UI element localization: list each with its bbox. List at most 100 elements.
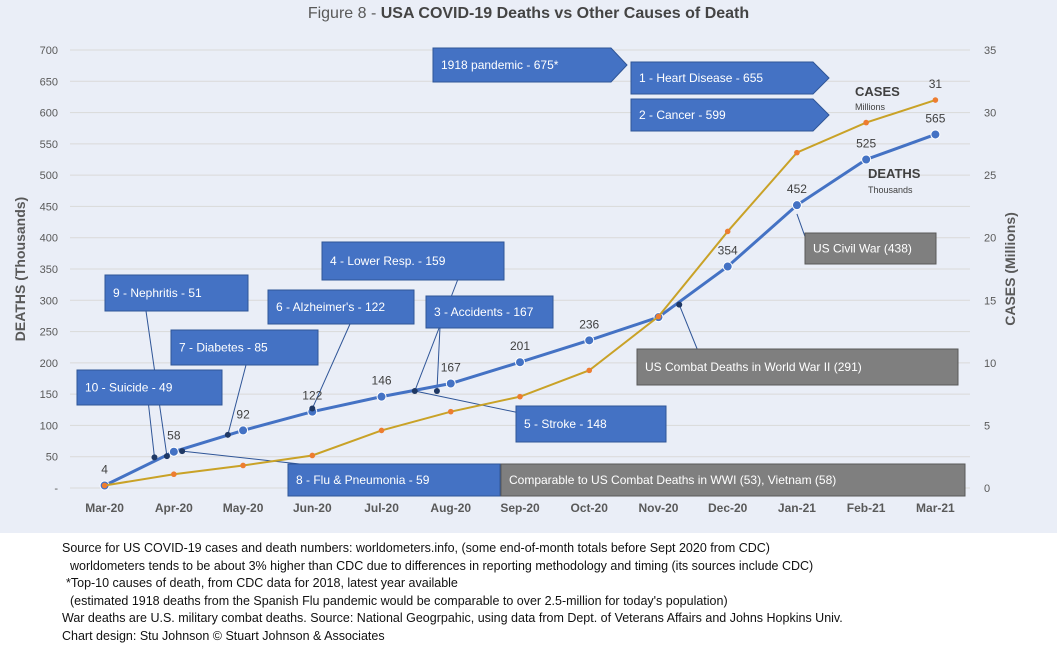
marker-diabetes bbox=[224, 431, 231, 438]
callout-lower-resp: 4 - Lower Resp. - 159 bbox=[321, 241, 505, 281]
x-tick-label: Jun-20 bbox=[293, 501, 332, 515]
data-label-deaths: 146 bbox=[372, 374, 392, 388]
x-tick-label: Mar-20 bbox=[85, 501, 124, 515]
data-point-cases bbox=[794, 149, 800, 156]
y-tick-label: 450 bbox=[40, 201, 58, 213]
note-worldometers: worldometers tends to be about 3% higher… bbox=[70, 558, 814, 573]
y-tick-label: 100 bbox=[40, 420, 58, 432]
callout-lower-resp-text: 4 - Lower Resp. - 159 bbox=[330, 254, 446, 268]
x-tick-label: Jan-21 bbox=[778, 501, 816, 515]
y-tick-label: 150 bbox=[40, 389, 58, 401]
chart-title: Figure 8 - USA COVID-19 Deaths vs Other … bbox=[0, 5, 1057, 23]
callout-stroke-shape bbox=[515, 405, 667, 443]
callout-suicide-text: 10 - Suicide - 49 bbox=[85, 381, 173, 395]
y2-tick-label: 25 bbox=[984, 170, 996, 182]
callout-leader bbox=[678, 304, 701, 357]
y2-tick-label: 30 bbox=[984, 108, 996, 120]
callout-flu-pneumonia-shape bbox=[287, 463, 501, 497]
x-tick-label: Oct-20 bbox=[571, 501, 609, 515]
y2-tick-label: 20 bbox=[984, 233, 996, 245]
callout-1918-pandemic-text: 1918 pandemic - 675* bbox=[441, 58, 559, 72]
callout-1918-pandemic-shape bbox=[432, 47, 628, 83]
note-1918: (estimated 1918 deaths from the Spanish … bbox=[70, 593, 728, 608]
data-label-deaths: 354 bbox=[718, 243, 738, 257]
deaths-series-sub: Thousands bbox=[868, 185, 913, 195]
y-tick-label: 650 bbox=[40, 76, 58, 88]
callout-leader bbox=[227, 364, 247, 435]
data-label-deaths: 236 bbox=[579, 317, 599, 331]
note-top10: *Top-10 causes of death, from CDC data f… bbox=[66, 576, 458, 590]
callout-cancer: 2 - Cancer - 599 bbox=[630, 98, 830, 132]
x-tick-label: Sep-20 bbox=[500, 501, 540, 515]
callout-leader bbox=[436, 326, 441, 392]
y-tick-label: 350 bbox=[40, 264, 58, 276]
y-tick-label: 500 bbox=[40, 170, 58, 182]
y2-tick-label: 10 bbox=[984, 358, 996, 370]
marker-ww2 bbox=[676, 301, 683, 308]
y-tick-label: - bbox=[54, 483, 58, 495]
data-point-deaths bbox=[930, 129, 941, 140]
callout-nephritis-shape bbox=[104, 274, 249, 312]
x-tick-label: Nov-20 bbox=[638, 501, 678, 515]
y2-tick-label: 15 bbox=[984, 295, 996, 307]
callout-suicide-shape bbox=[76, 369, 223, 406]
callout-stroke: 5 - Stroke - 148 bbox=[515, 405, 667, 443]
data-point-deaths bbox=[168, 446, 179, 457]
data-point-cases bbox=[655, 313, 662, 320]
callout-nephritis-text: 9 - Nephritis - 51 bbox=[113, 286, 202, 300]
marker-lower-resp bbox=[411, 388, 418, 395]
y2-axis-title: CASES (Millions) bbox=[1002, 212, 1018, 326]
data-label-deaths: 4 bbox=[101, 462, 108, 476]
callout-heart-disease-text: 1 - Heart Disease - 655 bbox=[639, 71, 763, 85]
y2-tick-label: 5 bbox=[984, 420, 990, 432]
data-point-cases bbox=[101, 482, 108, 489]
callout-diabetes: 7 - Diabetes - 85 bbox=[170, 329, 319, 366]
data-point-cases bbox=[309, 452, 316, 459]
y2-tick-label: 35 bbox=[984, 45, 996, 57]
callout-civil-war: US Civil War (438) bbox=[804, 232, 937, 265]
x-tick-label: Feb-21 bbox=[847, 501, 886, 515]
callout-stroke-text: 5 - Stroke - 148 bbox=[524, 417, 607, 431]
note-war: War deaths are U.S. military combat deat… bbox=[62, 611, 843, 625]
note-credit: Chart design: Stu Johnson © Stuart Johns… bbox=[62, 628, 385, 643]
callout-suicide: 10 - Suicide - 49 bbox=[76, 369, 223, 406]
data-point-deaths bbox=[515, 357, 525, 368]
note-source: Source for US COVID-19 cases and death n… bbox=[62, 541, 770, 555]
y-tick-label: 550 bbox=[40, 139, 58, 151]
callout-ww2-text: US Combat Deaths in World War II (291) bbox=[645, 360, 862, 374]
callout-ww2-shape bbox=[636, 348, 959, 386]
data-point-cases bbox=[378, 427, 385, 434]
data-point-deaths bbox=[722, 261, 733, 272]
data-label-deaths: 58 bbox=[167, 429, 181, 443]
cases-series-sub: Millions bbox=[855, 102, 886, 112]
y-tick-label: 50 bbox=[46, 452, 58, 464]
data-point-cases bbox=[586, 367, 593, 374]
marker-nephritis bbox=[163, 453, 170, 460]
data-point-cases bbox=[517, 393, 523, 400]
y2-tick-label: 0 bbox=[984, 483, 990, 495]
callout-wwi-vietnam-shape bbox=[500, 463, 966, 497]
callout-ww2: US Combat Deaths in World War II (291) bbox=[636, 348, 959, 386]
chart-panel bbox=[0, 0, 1057, 533]
callout-diabetes-shape bbox=[170, 329, 319, 366]
cases-series-label: CASES bbox=[855, 84, 900, 99]
callout-1918-pandemic: 1918 pandemic - 675* bbox=[432, 47, 628, 83]
data-label-cases: 31 bbox=[929, 77, 943, 91]
title-main: USA COVID-19 Deaths vs Other Causes of D… bbox=[380, 5, 750, 22]
data-label-deaths: 525 bbox=[856, 137, 876, 151]
data-point-cases bbox=[240, 462, 246, 469]
data-label-deaths: 565 bbox=[925, 111, 945, 125]
callout-wwi-vietnam: Comparable to US Combat Deaths in WWI (5… bbox=[500, 463, 966, 497]
data-label-deaths: 92 bbox=[236, 407, 250, 421]
callout-cancer-shape bbox=[630, 98, 830, 132]
callout-flu-pneumonia-text: 8 - Flu & Pneumonia - 59 bbox=[296, 473, 430, 487]
marker-flu bbox=[179, 448, 186, 455]
x-tick-label: May-20 bbox=[223, 501, 264, 515]
callout-alzheimers-text: 6 - Alzheimer's - 122 bbox=[276, 300, 385, 314]
callout-flu-pneumonia: 8 - Flu & Pneumonia - 59 bbox=[287, 463, 501, 497]
callout-heart-disease: 1 - Heart Disease - 655 bbox=[630, 61, 830, 95]
callout-accidents-shape bbox=[425, 295, 554, 329]
callout-wwi-vietnam-text: Comparable to US Combat Deaths in WWI (5… bbox=[509, 473, 836, 487]
data-point-cases bbox=[724, 228, 731, 235]
x-tick-label: Apr-20 bbox=[155, 501, 193, 515]
